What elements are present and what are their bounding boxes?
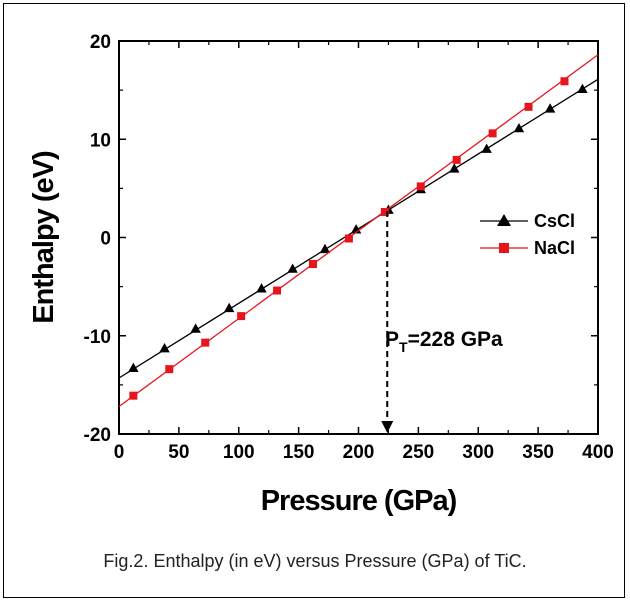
nacl-point: [165, 365, 174, 374]
cscl-point: [190, 323, 201, 333]
y-tick-label: 10: [90, 130, 111, 151]
cscl-point: [159, 343, 170, 353]
nacl-point: [524, 102, 533, 111]
legend: CsCl NaCl: [480, 211, 575, 258]
nacl-point: [416, 182, 425, 191]
legend-item-cscl: CsCl: [480, 211, 575, 231]
axes: 0 50 100 150 200 250 300 350 400 -20 -10 0 10 20 Press…: [28, 32, 614, 517]
x-tick-label: 50: [168, 442, 189, 463]
legend-marker-nacl: [499, 243, 509, 253]
y-tick-label: -20: [84, 425, 111, 446]
nacl-point: [129, 391, 138, 400]
transition-arrow-head: [381, 421, 394, 433]
x-tick-label: 100: [223, 442, 255, 463]
nacl-point: [560, 77, 569, 86]
cscl-point: [128, 362, 139, 373]
nacl-point: [273, 286, 282, 295]
y-tick-label: 20: [90, 32, 111, 53]
nacl-point: [488, 129, 497, 138]
y-tick-label: -10: [84, 327, 111, 348]
cscl-point: [449, 163, 460, 173]
x-tick-label: 200: [343, 442, 375, 463]
x-tick-label: 250: [403, 442, 435, 463]
nacl-point: [201, 338, 210, 347]
cscl-point: [319, 243, 331, 254]
legend-label-nacl: NaCl: [534, 238, 575, 258]
nacl-point: [237, 312, 246, 321]
x-tick-label: 400: [582, 442, 614, 463]
cscl-series: [118, 78, 599, 379]
legend-label-cscl: CsCl: [534, 211, 575, 231]
x-axis-title: Pressure (GPa): [261, 485, 457, 517]
cscl-point: [577, 83, 588, 93]
nacl-point: [308, 260, 317, 269]
figure-frame: [3, 3, 625, 598]
transition-pressure-label: PT=228 GPa: [385, 328, 503, 355]
x-tick-label: 300: [462, 442, 494, 463]
y-tick-label: 0: [100, 229, 111, 250]
annotation-layer: PT=228 GPa: [381, 210, 503, 433]
cscl-point: [287, 263, 298, 273]
figure-caption: Fig.2. Enthalpy (in eV) versus Pressure …: [103, 551, 527, 571]
x-tick-label: 150: [283, 442, 315, 463]
cscl-point: [481, 143, 492, 153]
cscl-point: [223, 302, 235, 313]
nacl-line: [118, 54, 599, 408]
series-layer: [118, 54, 599, 408]
cscl-point: [544, 103, 556, 113]
plot-border: [118, 40, 599, 435]
legend-marker-cscl: [497, 214, 511, 226]
nacl-point: [452, 155, 461, 164]
y-axis-title: Enthalpy (eV): [28, 151, 60, 324]
x-tick-label: 350: [522, 442, 554, 463]
cscl-point: [256, 283, 267, 293]
cscl-point: [513, 122, 525, 133]
nacl-point: [344, 234, 353, 243]
nacl-series: [118, 54, 599, 408]
nacl-point: [380, 207, 389, 216]
legend-item-nacl: NaCl: [480, 238, 575, 258]
x-tick-label: 0: [114, 442, 125, 463]
